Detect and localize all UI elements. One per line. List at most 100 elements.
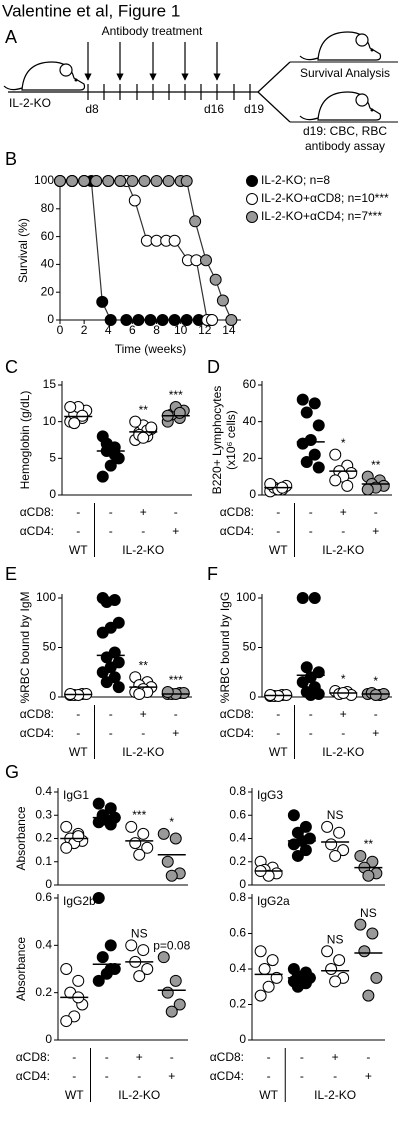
y-tick-label: 0.3 <box>35 807 52 821</box>
treatment-sign: - <box>105 1069 109 1083</box>
data-point <box>100 437 113 450</box>
x-tick-label: 12 <box>198 323 212 337</box>
data-point <box>370 971 383 984</box>
data-point <box>173 998 186 1011</box>
data-point <box>296 437 309 450</box>
data-point <box>165 1005 178 1018</box>
data-point <box>329 849 342 862</box>
treatment-sign: - <box>141 726 145 740</box>
data-point <box>362 869 375 882</box>
data-point <box>112 681 125 694</box>
data-point <box>96 951 109 964</box>
data-point <box>266 954 279 967</box>
treatment-label: αCD8: <box>220 707 254 721</box>
x-tick-label: 14 <box>222 323 236 337</box>
data-point <box>361 483 374 496</box>
legend-label: IL-2-KO+αCD8; n=10*** <box>261 191 389 205</box>
data-point <box>125 939 138 952</box>
data-point <box>108 448 121 461</box>
treatment-sign: - <box>309 726 313 740</box>
data-point <box>358 945 371 958</box>
data-point <box>329 975 342 988</box>
group-label: IL-2-KO <box>122 543 164 557</box>
treatment-sign: - <box>76 524 80 538</box>
y-tick-label: 0.6 <box>35 890 52 904</box>
data-point <box>129 415 142 428</box>
treatment-sign: - <box>267 1050 271 1064</box>
treatment-sign: + <box>140 707 147 721</box>
treatment-sign: - <box>72 1050 76 1064</box>
y-axis-label: B220+ Lymphocytes <box>210 386 224 495</box>
treatment-sign: - <box>109 524 113 538</box>
data-point <box>354 918 367 931</box>
group-label: IL-2-KO <box>122 745 164 759</box>
data-point <box>68 417 81 430</box>
group-label: WT <box>259 1088 278 1102</box>
x-tick-label: 0 <box>57 323 64 337</box>
y-axis-label: %RBC bound by IgM <box>18 591 32 703</box>
data-point <box>137 944 150 957</box>
y-tick-label: 20 <box>243 451 257 465</box>
treatment-sign: - <box>374 707 378 721</box>
y-tick-label: 0.4 <box>229 961 246 975</box>
data-point <box>287 809 300 822</box>
significance-label: *** <box>132 808 146 822</box>
data-point <box>291 849 304 862</box>
y-tick-label: 80 <box>41 201 55 215</box>
panel-letter: C <box>5 357 18 377</box>
data-point <box>329 448 342 461</box>
treatment-label: αCD4: <box>220 524 254 538</box>
treatment-sign: + <box>172 524 179 538</box>
legend-label: IL-2-KO+αCD4; n=7*** <box>261 209 382 223</box>
data-point <box>325 838 338 851</box>
survival-point <box>128 194 141 207</box>
data-point <box>165 869 178 882</box>
data-point <box>92 892 105 904</box>
significance-label: * <box>341 436 346 450</box>
treatment-sign: - <box>267 1069 271 1083</box>
x-tick-label: 10 <box>174 323 188 337</box>
data-point <box>308 397 321 410</box>
treatment-sign: - <box>109 726 113 740</box>
data-point <box>264 478 277 490</box>
group-label: WT <box>69 543 88 557</box>
survival-point <box>156 314 169 326</box>
data-point <box>304 689 317 702</box>
data-point <box>337 844 350 857</box>
treatment-sign: - <box>76 726 80 740</box>
data-point <box>157 951 170 964</box>
treatment-sign: - <box>276 505 280 519</box>
data-point <box>133 970 146 983</box>
survival-point <box>66 175 79 187</box>
survival-line <box>60 180 232 321</box>
treatment-sign: - <box>174 505 178 519</box>
treatment-label: αCD8: <box>210 1050 244 1064</box>
y-tick-label: 0 <box>249 487 256 501</box>
significance-label: *** <box>169 673 183 687</box>
data-point <box>104 459 117 472</box>
legend-marker <box>246 193 258 205</box>
treatment-sign: + <box>140 505 147 519</box>
data-point <box>161 686 174 699</box>
data-point <box>141 841 154 854</box>
data-point <box>299 844 312 857</box>
survival-point <box>180 314 193 326</box>
group-label: IL-2-KO <box>118 1088 160 1102</box>
y-tick-label: 0.4 <box>35 938 52 952</box>
data-point <box>312 461 325 474</box>
treatment-sign: - <box>276 707 280 721</box>
x-tick-label: 4 <box>105 323 112 337</box>
group-label: WT <box>69 745 88 759</box>
significance-label: NS <box>360 906 377 920</box>
treatment-sign: - <box>174 707 178 721</box>
data-point <box>321 820 334 833</box>
y-axis-label: Hemoglobin (g/dL) <box>18 391 32 490</box>
data-point <box>362 989 375 1002</box>
y-tick-label: 50 <box>243 640 257 654</box>
treatment-label: αCD8: <box>20 505 54 519</box>
y-tick-label: 40 <box>41 257 55 271</box>
data-point <box>96 809 109 822</box>
treatment-sign: - <box>374 505 378 519</box>
y-axis-label: Survival (%) <box>16 218 30 283</box>
y-tick-label: 0 <box>47 312 54 326</box>
